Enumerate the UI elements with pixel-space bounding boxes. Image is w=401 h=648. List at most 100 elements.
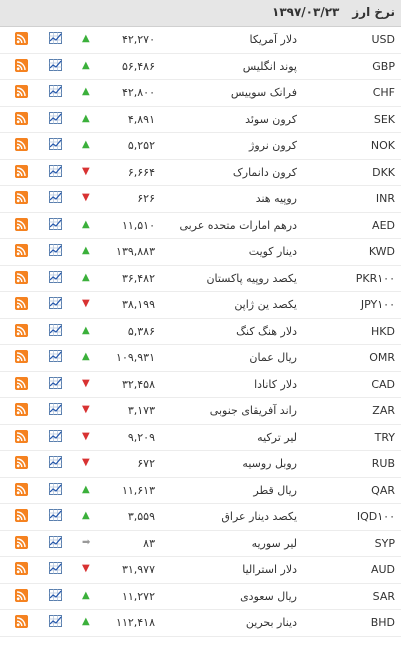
currency-code: KWD [368,245,395,258]
currency-name[interactable]: کرون نروژ [249,139,297,152]
currency-name[interactable]: دلار آمریکا [249,33,298,46]
chart-icon[interactable] [49,535,62,548]
chart-icon[interactable] [49,509,62,521]
rss-icon[interactable] [15,217,28,231]
rss-icon[interactable] [15,535,28,549]
chart-icon[interactable] [49,615,62,627]
chart-icon[interactable] [49,32,62,44]
currency-row-gbp: GBP پوند انگلیس ۵۶,۴۸۶ ▲ [0,54,401,80]
currency-name[interactable]: ریال عمان [249,351,297,364]
currency-row-dkk: DKK کرون دانمارک ۶,۶۶۴ ▼ [0,160,401,186]
trend-up-icon: ▲ [82,139,90,150]
currency-row-aud: AUD دلار استرالیا ۳۱,۹۷۷ ▼ [0,557,401,584]
currency-name[interactable]: دلار استرالیا [242,563,297,576]
chart-icon[interactable] [49,429,62,442]
currency-price: ۱۳۹,۸۸۳ [116,245,155,258]
chart-icon[interactable] [49,350,62,362]
rss-icon[interactable] [15,403,28,416]
rss-icon[interactable] [15,164,28,178]
trend-up-icon: ▲ [82,271,90,283]
rss-icon[interactable] [15,429,28,443]
chart-icon[interactable] [49,164,62,177]
rss-icon[interactable] [15,615,28,628]
rss-icon[interactable] [15,588,28,602]
trend-up-icon: ▲ [82,616,90,627]
chart-icon[interactable] [49,58,62,71]
rss-icon[interactable] [15,350,28,363]
trend-up-icon: ▲ [82,324,90,336]
currency-code: SEK [373,112,395,126]
chart-icon[interactable] [49,85,62,97]
trend-up-icon: ▲ [82,589,90,601]
chart-icon[interactable] [49,270,62,283]
rss-icon[interactable] [15,191,28,204]
chart-icon[interactable] [49,376,62,389]
chart-icon[interactable] [49,562,62,574]
rss-icon[interactable] [15,482,28,496]
currency-name[interactable]: دینار بحرین [245,616,297,629]
currency-name[interactable]: درهم امارات متحده عربی [179,218,297,232]
currency-name[interactable]: راند آفریقای جنوبی [209,404,297,417]
currency-code: USD [371,33,395,46]
currency-name[interactable]: کرون سوئد [245,112,297,126]
chart-icon[interactable] [49,297,62,309]
rss-icon[interactable] [15,244,28,257]
currency-code: QAR [371,483,395,497]
trend-up-icon: ▲ [82,86,90,97]
currency-name[interactable]: پوند انگلیس [242,59,297,73]
currency-price: ۱۱۲,۴۱۸ [116,616,155,629]
currency-name[interactable]: یکصد ین ژاپن [234,298,297,311]
chart-icon[interactable] [49,482,62,495]
table-date: ۱۳۹۷/۰۳/۲۳ [272,5,340,19]
currency-name[interactable]: لیر ترکیه [257,430,297,444]
rss-icon[interactable] [15,323,28,337]
currency-name[interactable]: یکصد روپیه پاکستان [206,271,297,285]
rss-icon[interactable] [15,111,28,125]
rss-icon[interactable] [15,376,28,390]
currency-name[interactable]: فرانک سوییس [230,86,297,99]
trend-up-icon: ▲ [82,112,90,124]
rss-icon[interactable] [15,85,28,98]
trend-down-icon: ▼ [82,430,90,442]
currency-code: HKD [371,324,395,338]
chart-icon[interactable] [49,191,62,203]
currency-rows: USD دلار آمریکا ۴۲,۲۷۰ ▲ GBP پوند انگلیس ۵۶,۴۸… [0,27,401,637]
chart-icon[interactable] [49,111,62,124]
currency-name[interactable]: دینار کویت [248,245,297,258]
rss-icon[interactable] [15,509,28,522]
currency-name[interactable]: یکصد دینار عراق [221,510,297,523]
chart-icon[interactable] [49,456,62,468]
currency-price: ۱۱,۵۱۰ [121,218,155,232]
trend-up-icon: ▲ [82,351,90,362]
chart-icon[interactable] [49,244,62,256]
rss-icon[interactable] [15,456,28,469]
currency-row-cad: CAD دلار کانادا ۳۲,۴۵۸ ▼ [0,372,401,398]
currency-row-chf: CHF فرانک سوییس ۴۲,۸۰۰ ▲ [0,80,401,107]
currency-name[interactable]: دلار هنگ کنگ [236,324,297,338]
currency-row-iqd۱۰۰: IQD۱۰۰ یکصد دینار عراق ۳,۵۵۹ ▲ [0,504,401,531]
currency-name[interactable]: دلار کانادا [254,377,297,391]
currency-name[interactable]: ریال سعودی [240,589,297,603]
rss-icon[interactable] [15,562,28,575]
rss-icon[interactable] [15,138,28,151]
currency-name[interactable]: لیر سوریه [251,536,297,550]
rss-icon[interactable] [15,58,28,72]
chart-icon[interactable] [49,588,62,601]
currency-name[interactable]: کرون دانمارک [232,165,297,179]
currency-code: RUB [371,457,395,470]
currency-name[interactable]: روپیه هند [255,192,297,205]
chart-icon[interactable] [49,138,62,150]
currency-row-usd: USD دلار آمریکا ۴۲,۲۷۰ ▲ [0,27,401,54]
currency-name[interactable]: ریال قطر [253,483,297,497]
rss-icon[interactable] [15,32,28,45]
chart-icon[interactable] [49,403,62,415]
chart-icon[interactable] [49,217,62,230]
chart-icon[interactable] [49,323,62,336]
rss-icon[interactable] [15,297,28,310]
trend-down-icon: ▼ [82,165,90,177]
trend-up-icon: ▲ [82,59,90,71]
currency-name[interactable]: روبل روسیه [242,457,297,470]
currency-code: AED [372,218,395,232]
currency-code: JPY۱۰۰ [360,298,395,311]
rss-icon[interactable] [15,270,28,284]
